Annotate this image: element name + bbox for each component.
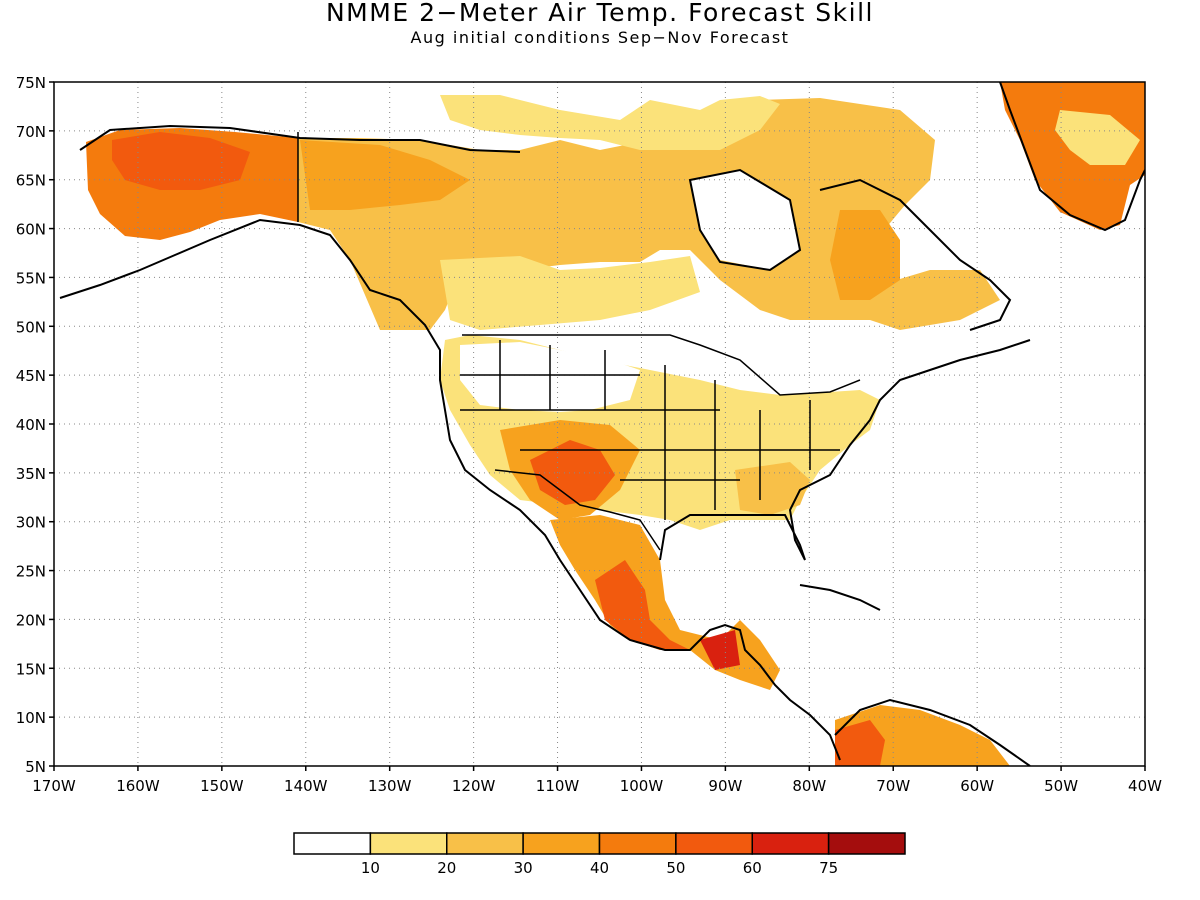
colorbar-label: 30: [514, 859, 533, 877]
lon-tick-label: 170W: [32, 777, 76, 795]
cuba-coastline: [799, 584, 881, 611]
us-state-lines-2: [460, 374, 840, 481]
lon-tick-label: 110W: [536, 777, 580, 795]
south-america-coastline: [834, 698, 1031, 766]
colorbar-label: 50: [666, 859, 685, 877]
lat-tick-label: 30N: [16, 514, 46, 532]
lon-tick-label: 90W: [708, 777, 742, 795]
lon-tick-label: 60W: [960, 777, 994, 795]
central-america-core: [700, 630, 740, 670]
map-title: NMME 2−Meter Air Temp. Forecast Skill: [325, 0, 874, 27]
greenland-coastline: [999, 82, 1145, 232]
us-canada-border: [462, 334, 861, 396]
lon-tick-label: 160W: [116, 777, 160, 795]
lat-tick-label: 5N: [25, 758, 46, 776]
gulf-coastline: [659, 339, 1031, 561]
greenland-light-patch: [1055, 110, 1140, 165]
lon-tick-label: 150W: [200, 777, 244, 795]
lon-tick-label: 50W: [1044, 777, 1078, 795]
lon-tick-label: 40W: [1128, 777, 1162, 795]
colorbar-swatch: [827, 832, 906, 855]
lon-tick-label: 100W: [620, 777, 664, 795]
colorbar-label: 40: [590, 859, 609, 877]
colorbar-label: 10: [361, 859, 380, 877]
political-borders: [297, 132, 861, 551]
lat-tick-label: 25N: [16, 563, 46, 581]
lon-tick-label: 120W: [452, 777, 496, 795]
lat-tick-label: 20N: [16, 611, 46, 629]
us-mexico-border: [494, 469, 661, 551]
arctic-coastline: [79, 124, 521, 153]
colorbar-label: 20: [437, 859, 456, 877]
usa-southeast-orange: [735, 462, 810, 515]
colorbar-label: 75: [819, 859, 838, 877]
mexico-core: [595, 560, 690, 650]
longitude-axis: 170W 160W 150W 140W 130W 120W 110W 100W 90W 80W 70…: [32, 777, 1162, 795]
map-subtitle: Aug initial conditions Sep−Nov Forecast: [410, 28, 790, 47]
lon-tick-label: 70W: [876, 777, 910, 795]
canada-light-band: [440, 256, 700, 330]
labrador-coastline: [819, 178, 1012, 331]
lon-tick-label: 140W: [284, 777, 328, 795]
canada-skill-region: [298, 98, 1000, 330]
lat-tick-label: 75N: [16, 74, 46, 92]
colorbar-swatch: [369, 832, 448, 855]
lat-tick-label: 50N: [16, 318, 46, 336]
lat-tick-label: 70N: [16, 123, 46, 141]
alaska-skill-core: [112, 132, 250, 190]
lat-tick-label: 10N: [16, 709, 46, 727]
canada-east-orange: [830, 210, 900, 300]
lat-tick-label: 55N: [16, 269, 46, 287]
lat-tick-label: 60N: [16, 221, 46, 239]
lat-tick-label: 15N: [16, 660, 46, 678]
canada-northwest-orange: [300, 140, 470, 210]
colorbar-swatch: [446, 832, 524, 855]
colorbar: 10 20 30 40 50 60 75: [293, 832, 906, 877]
mexico-skill-region: [550, 515, 780, 690]
colorbar-swatch: [522, 832, 601, 855]
lon-tick-label: 80W: [792, 777, 826, 795]
lat-tick-label: 40N: [16, 416, 46, 434]
north-america-coastline: [59, 218, 841, 761]
lat-tick-label: 35N: [16, 465, 46, 483]
colorbar-swatch: [293, 832, 372, 855]
colorbar-swatch: [598, 832, 677, 855]
lon-tick-label: 130W: [368, 777, 412, 795]
hudson-bay-blank: [690, 170, 800, 270]
coastlines: [59, 82, 1145, 766]
latitude-axis: 5N 10N 15N 20N 25N 30N 35N 40N 45N 50N 55N 60N 65N 70…: [16, 74, 46, 776]
colorbar-swatch: [751, 832, 830, 855]
lat-tick-label: 45N: [16, 367, 46, 385]
south-america-core: [835, 720, 885, 766]
colorbar-swatch: [675, 832, 753, 855]
colorbar-label: 60: [743, 859, 762, 877]
map-frame: [53, 81, 1146, 767]
usa-southwest-core: [530, 440, 615, 505]
canada-arctic-yellow: [440, 95, 780, 150]
hudson-bay-coastline: [688, 168, 802, 272]
lat-tick-label: 65N: [16, 172, 46, 190]
